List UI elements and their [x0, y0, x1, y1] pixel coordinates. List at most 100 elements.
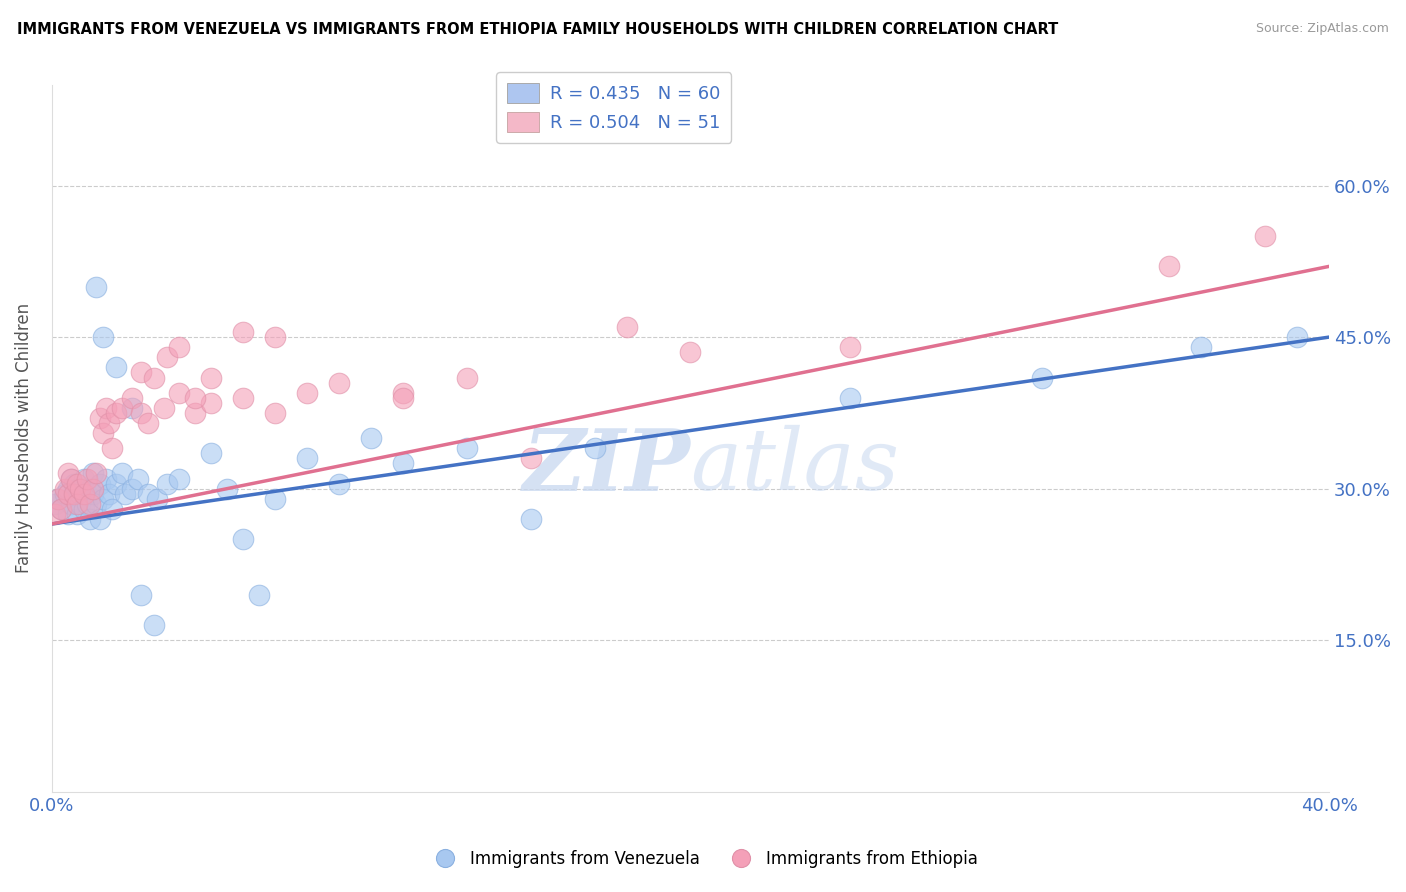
Point	[56, 467, 79, 481]
Point	[146, 491, 169, 506]
Point	[86, 497, 108, 511]
Point	[121, 401, 143, 415]
Point	[295, 385, 318, 400]
Point	[73, 471, 96, 485]
Text: atlas: atlas	[690, 425, 900, 508]
Point	[328, 476, 350, 491]
Point	[200, 396, 222, 410]
Point	[232, 532, 254, 546]
Point	[104, 406, 127, 420]
Point	[66, 497, 89, 511]
Point	[82, 486, 104, 500]
Point	[46, 491, 69, 506]
Point	[59, 497, 82, 511]
Point	[156, 476, 179, 491]
Point	[44, 497, 66, 511]
Point	[79, 512, 101, 526]
Point	[247, 588, 270, 602]
Point	[104, 476, 127, 491]
Point	[1159, 260, 1181, 274]
Point	[519, 512, 541, 526]
Point	[232, 391, 254, 405]
Legend: Immigrants from Venezuela, Immigrants from Ethiopia: Immigrants from Venezuela, Immigrants fr…	[422, 844, 984, 875]
Point	[91, 426, 114, 441]
Legend: R = 0.435   N = 60, R = 0.504   N = 51: R = 0.435 N = 60, R = 0.504 N = 51	[496, 72, 731, 143]
Point	[98, 486, 121, 500]
Point	[76, 486, 98, 500]
Point	[53, 486, 76, 500]
Point	[129, 366, 152, 380]
Text: Source: ZipAtlas.com: Source: ZipAtlas.com	[1256, 22, 1389, 36]
Point	[679, 345, 702, 359]
Point	[51, 501, 73, 516]
Point	[86, 279, 108, 293]
Point	[66, 507, 89, 521]
Point	[121, 391, 143, 405]
Point	[63, 476, 86, 491]
Point	[142, 618, 165, 632]
Point	[264, 406, 287, 420]
Point	[101, 442, 124, 456]
Point	[136, 486, 159, 500]
Point	[129, 588, 152, 602]
Point	[328, 376, 350, 390]
Point	[76, 497, 98, 511]
Point	[616, 320, 638, 334]
Point	[111, 401, 134, 415]
Point	[217, 482, 239, 496]
Point	[127, 471, 149, 485]
Point	[264, 491, 287, 506]
Point	[79, 497, 101, 511]
Point	[136, 416, 159, 430]
Point	[583, 442, 606, 456]
Point	[1189, 340, 1212, 354]
Point	[184, 391, 207, 405]
Point	[66, 482, 89, 496]
Point	[129, 406, 152, 420]
Point	[142, 370, 165, 384]
Point	[200, 446, 222, 460]
Point	[839, 391, 862, 405]
Point	[46, 491, 69, 506]
Point	[392, 391, 415, 405]
Point	[232, 325, 254, 339]
Point	[839, 340, 862, 354]
Point	[59, 471, 82, 485]
Point	[169, 385, 191, 400]
Point	[456, 442, 478, 456]
Point	[89, 411, 111, 425]
Y-axis label: Family Households with Children: Family Households with Children	[15, 303, 32, 574]
Text: IMMIGRANTS FROM VENEZUELA VS IMMIGRANTS FROM ETHIOPIA FAMILY HOUSEHOLDS WITH CHI: IMMIGRANTS FROM VENEZUELA VS IMMIGRANTS …	[17, 22, 1059, 37]
Text: ZIP: ZIP	[523, 425, 690, 508]
Point	[156, 351, 179, 365]
Point	[456, 370, 478, 384]
Point	[59, 471, 82, 485]
Point	[392, 385, 415, 400]
Point	[169, 471, 191, 485]
Point	[69, 486, 91, 500]
Point	[44, 507, 66, 521]
Point	[94, 401, 117, 415]
Point	[69, 482, 91, 496]
Point	[82, 467, 104, 481]
Point	[73, 486, 96, 500]
Point	[89, 476, 111, 491]
Point	[86, 467, 108, 481]
Point	[392, 456, 415, 470]
Point	[91, 330, 114, 344]
Point	[56, 482, 79, 496]
Point	[1031, 370, 1053, 384]
Point	[63, 486, 86, 500]
Point	[94, 471, 117, 485]
Point	[79, 482, 101, 496]
Point	[152, 401, 174, 415]
Point	[56, 486, 79, 500]
Point	[295, 451, 318, 466]
Point	[53, 482, 76, 496]
Point	[82, 482, 104, 496]
Point	[73, 501, 96, 516]
Point	[91, 491, 114, 506]
Point	[114, 486, 136, 500]
Point	[184, 406, 207, 420]
Point	[360, 431, 382, 445]
